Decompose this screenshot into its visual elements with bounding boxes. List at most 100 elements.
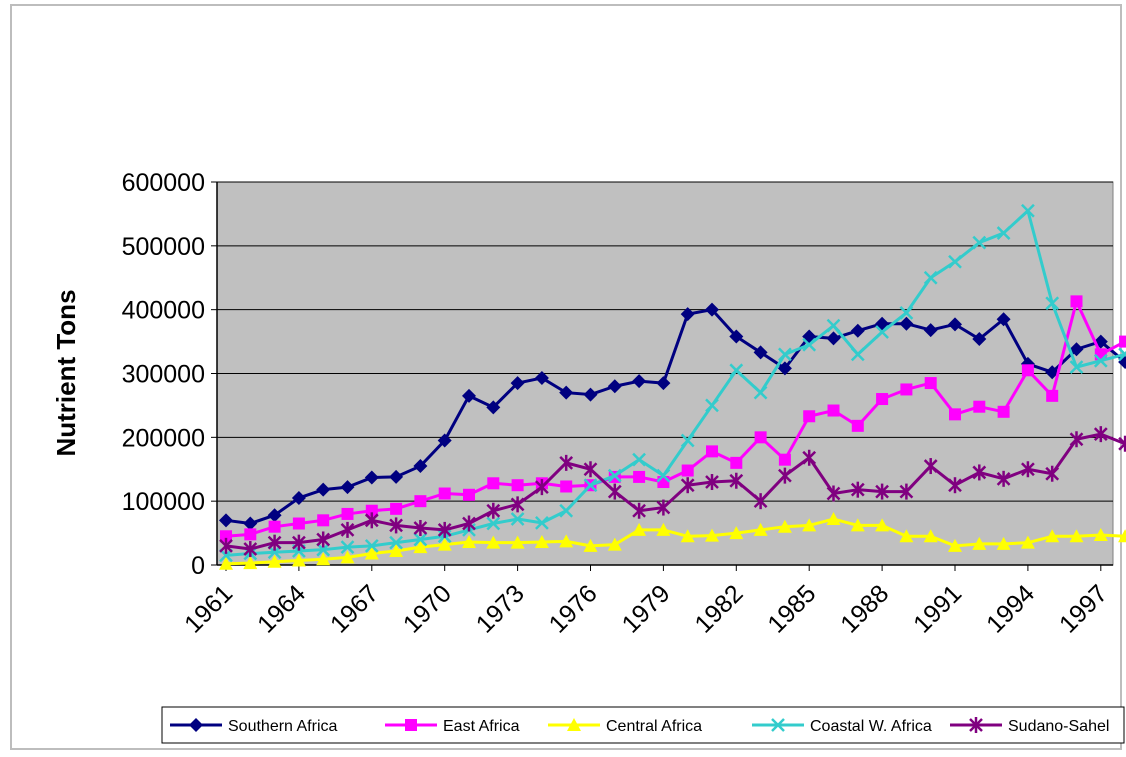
y-tick-label: 300000 (122, 361, 205, 389)
data-point (437, 521, 452, 538)
data-point (1093, 426, 1108, 443)
legend-marker (189, 718, 203, 732)
data-point (1045, 529, 1060, 543)
series-east-africa (220, 295, 1126, 543)
data-point (1021, 461, 1035, 478)
data-point (267, 534, 282, 551)
data-point (413, 519, 428, 536)
data-point (656, 522, 671, 536)
data-point (243, 556, 258, 570)
data-point (777, 519, 792, 533)
data-point (560, 480, 573, 493)
data-point (802, 337, 817, 352)
data-point (996, 470, 1011, 487)
x-tick-label: 1985 (762, 579, 821, 638)
data-point (875, 483, 889, 500)
data-point (220, 530, 232, 543)
data-point (876, 393, 889, 406)
data-point (632, 452, 646, 467)
data-point (243, 516, 258, 531)
data-point (413, 459, 428, 474)
data-point (923, 529, 938, 543)
x-tick-label: 1997 (1054, 579, 1113, 638)
data-point (341, 507, 354, 520)
data-point (559, 503, 574, 518)
plot-area (211, 181, 1114, 566)
data-point (850, 518, 865, 532)
x-tick-label: 1979 (617, 579, 676, 638)
y-tick-label: 0 (191, 552, 205, 580)
data-point (923, 323, 938, 338)
data-point (754, 431, 767, 444)
data-point (364, 470, 379, 485)
data-point (1118, 347, 1126, 362)
y-axis-label: Nutrient Tons (51, 289, 81, 456)
data-point (850, 323, 865, 338)
series-sudano-sahel (219, 426, 1126, 558)
data-point (656, 468, 671, 483)
data-point (607, 483, 622, 500)
data-point (583, 478, 598, 493)
data-point (317, 514, 330, 527)
data-point (534, 370, 549, 385)
data-point (510, 496, 525, 513)
data-point (1045, 465, 1060, 482)
data-point (583, 387, 598, 402)
data-point (923, 458, 938, 475)
data-point (1119, 335, 1126, 348)
data-point (1069, 360, 1084, 375)
data-point (875, 325, 889, 339)
data-point (680, 307, 695, 322)
data-point (1021, 364, 1034, 377)
data-point (390, 502, 403, 515)
data-point (365, 504, 378, 517)
data-point (680, 477, 695, 494)
data-point (1045, 296, 1060, 311)
data-point (291, 490, 306, 505)
series-layer (219, 203, 1126, 570)
data-point (826, 512, 841, 526)
data-point (802, 449, 817, 466)
data-point (948, 538, 962, 552)
legend-item-east-africa: East Africa (385, 718, 520, 735)
data-point (364, 538, 379, 553)
y-tick-label: 500000 (122, 233, 205, 261)
data-point (316, 531, 331, 548)
data-point (803, 410, 816, 423)
x-tick-label: 1976 (544, 579, 603, 638)
data-point (583, 538, 598, 552)
data-point (316, 542, 331, 557)
legend-label: Coastal W. Africa (810, 718, 932, 735)
data-point (802, 518, 817, 532)
data-point (948, 317, 962, 332)
data-point (1118, 355, 1126, 370)
data-point (244, 528, 257, 541)
data-point (972, 332, 987, 347)
data-point (948, 254, 962, 269)
series-central-africa (219, 512, 1126, 570)
y-tick-label: 100000 (122, 488, 205, 516)
data-point (413, 532, 428, 547)
data-point (219, 537, 233, 554)
data-point (778, 467, 792, 484)
data-point (462, 515, 476, 532)
x-tick-label: 1982 (689, 579, 748, 638)
legend-label: East Africa (443, 718, 520, 735)
data-point (850, 481, 865, 498)
data-point (633, 470, 646, 483)
data-point (534, 535, 549, 549)
data-point (486, 502, 501, 519)
data-point (1069, 431, 1084, 448)
legend-label: Central Africa (606, 718, 702, 735)
data-point (949, 408, 961, 421)
data-point (607, 468, 622, 483)
data-point (632, 374, 647, 389)
legend-label: Southern Africa (228, 718, 338, 735)
data-point (656, 376, 671, 391)
data-point (681, 464, 694, 477)
data-point (729, 363, 744, 378)
data-point (486, 535, 501, 549)
data-point (462, 388, 476, 403)
legend-marker (771, 718, 785, 732)
data-point (753, 345, 768, 360)
